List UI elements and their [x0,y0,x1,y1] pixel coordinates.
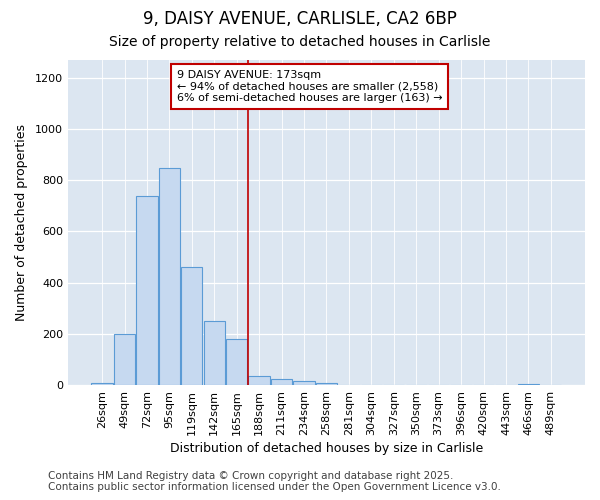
Bar [451,384,472,385]
Bar [159,168,180,385]
Bar [91,382,113,385]
X-axis label: Distribution of detached houses by size in Carlisle: Distribution of detached houses by size … [170,442,483,455]
Bar [406,384,427,385]
Bar [428,384,449,385]
Bar [473,384,494,385]
Bar [293,381,314,385]
Bar [496,384,517,385]
Bar [518,384,539,385]
Bar [271,378,292,385]
Bar [338,384,359,385]
Text: Size of property relative to detached houses in Carlisle: Size of property relative to detached ho… [109,35,491,49]
Text: 9 DAISY AVENUE: 173sqm
← 94% of detached houses are smaller (2,558)
6% of semi-d: 9 DAISY AVENUE: 173sqm ← 94% of detached… [176,70,442,103]
Y-axis label: Number of detached properties: Number of detached properties [15,124,28,321]
Bar [383,384,404,385]
Bar [114,334,135,385]
Text: 9, DAISY AVENUE, CARLISLE, CA2 6BP: 9, DAISY AVENUE, CARLISLE, CA2 6BP [143,10,457,28]
Bar [316,382,337,385]
Bar [203,321,225,385]
Bar [226,339,247,385]
Text: Contains HM Land Registry data © Crown copyright and database right 2025.
Contai: Contains HM Land Registry data © Crown c… [48,471,501,492]
Bar [181,268,202,385]
Bar [361,384,382,385]
Bar [248,376,270,385]
Bar [136,196,158,385]
Bar [540,384,562,385]
